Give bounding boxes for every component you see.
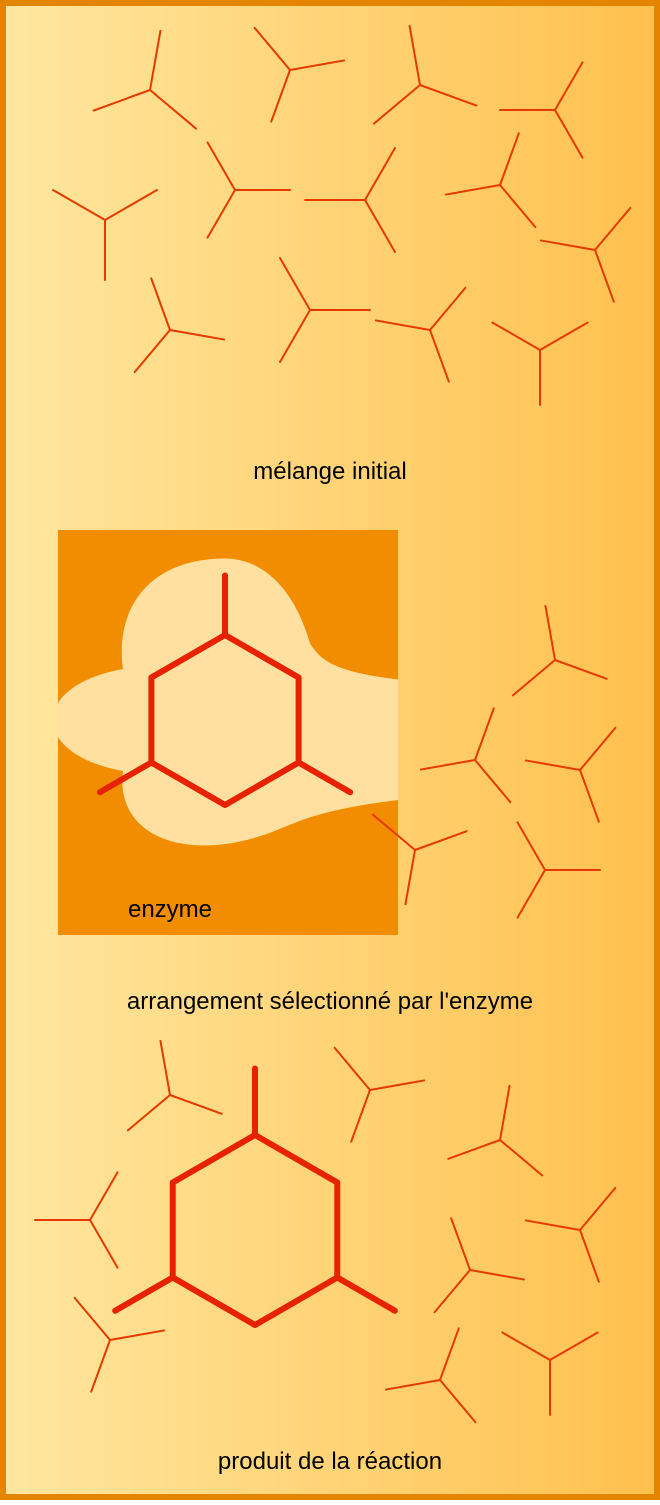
label-top: mélange initial — [30, 458, 630, 486]
label-bottom: produit de la réaction — [30, 1448, 630, 1476]
diagram-container: mélange initial enzyme arrangement sélec… — [0, 0, 660, 1500]
diagram-svg — [0, 0, 660, 1500]
label-enzyme: enzyme — [0, 896, 470, 924]
label-middle: arrangement sélectionné par l'enzyme — [30, 988, 630, 1016]
